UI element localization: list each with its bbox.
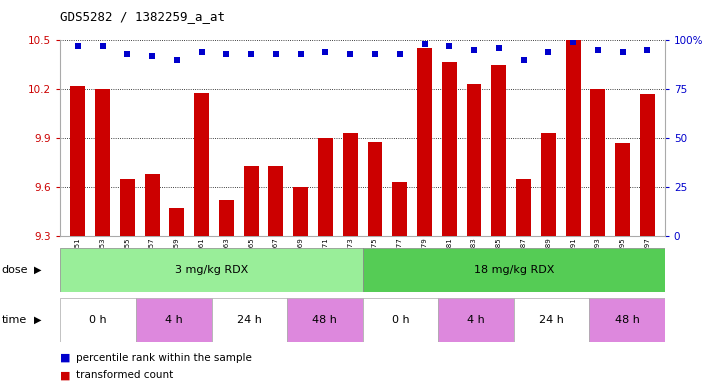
Bar (363, 248, 665, 292)
Bar (417, 48, 432, 236)
Bar (144, 174, 159, 236)
Point (642, 47, 653, 53)
Bar (566, 40, 581, 236)
Bar (640, 94, 655, 236)
Text: ■: ■ (60, 353, 71, 363)
Text: 48 h: 48 h (614, 314, 639, 325)
Point (270, 51, 282, 57)
Point (542, 49, 554, 55)
Text: ▶: ▶ (34, 265, 42, 275)
Point (146, 53, 158, 59)
Text: 24 h: 24 h (539, 314, 564, 325)
Bar (438, 298, 514, 342)
Point (345, 51, 356, 57)
Point (444, 43, 455, 49)
Point (245, 51, 257, 57)
Text: dose: dose (1, 265, 28, 275)
Point (295, 51, 306, 57)
Bar (293, 187, 308, 236)
Bar (212, 298, 287, 342)
Bar (589, 298, 665, 342)
Bar (392, 182, 407, 236)
Bar (466, 84, 481, 236)
Bar (136, 298, 212, 342)
Bar (120, 179, 135, 236)
Bar (194, 93, 209, 236)
Bar (368, 142, 383, 236)
Text: 0 h: 0 h (392, 314, 410, 325)
Point (196, 49, 208, 55)
Text: 18 mg/kg RDX: 18 mg/kg RDX (474, 265, 554, 275)
Point (567, 39, 579, 45)
Text: 4 h: 4 h (467, 314, 485, 325)
Bar (244, 166, 259, 236)
Point (369, 51, 380, 57)
Point (469, 47, 480, 53)
Point (320, 49, 331, 55)
Bar (60, 298, 136, 342)
Point (220, 51, 232, 57)
Text: 3 mg/kg RDX: 3 mg/kg RDX (175, 265, 248, 275)
Text: ▶: ▶ (34, 314, 42, 325)
Point (493, 45, 505, 51)
Bar (219, 200, 234, 236)
Text: 24 h: 24 h (237, 314, 262, 325)
Text: GDS5282 / 1382259_a_at: GDS5282 / 1382259_a_at (60, 10, 225, 23)
Text: 4 h: 4 h (165, 314, 183, 325)
Bar (343, 133, 358, 236)
Bar (269, 166, 284, 236)
Bar (95, 89, 110, 236)
Bar (318, 138, 333, 236)
Point (72, 43, 83, 49)
Point (592, 47, 604, 53)
Bar (442, 61, 456, 236)
Point (518, 57, 529, 63)
Bar (60, 248, 363, 292)
Point (97, 43, 108, 49)
Bar (363, 298, 438, 342)
Point (171, 57, 183, 63)
Text: 48 h: 48 h (312, 314, 337, 325)
Bar (615, 143, 630, 236)
Bar (169, 209, 184, 236)
Text: transformed count: transformed count (76, 370, 173, 380)
Bar (541, 133, 556, 236)
Point (617, 49, 629, 55)
Bar (516, 179, 531, 236)
Bar (70, 86, 85, 236)
Bar (491, 65, 506, 236)
Bar (590, 89, 605, 236)
Text: ■: ■ (60, 370, 71, 380)
Bar (287, 298, 363, 342)
Point (122, 51, 133, 57)
Text: time: time (1, 314, 27, 325)
Text: percentile rank within the sample: percentile rank within the sample (76, 353, 252, 363)
Point (394, 51, 405, 57)
Point (419, 41, 430, 47)
Bar (514, 298, 589, 342)
Text: 0 h: 0 h (90, 314, 107, 325)
